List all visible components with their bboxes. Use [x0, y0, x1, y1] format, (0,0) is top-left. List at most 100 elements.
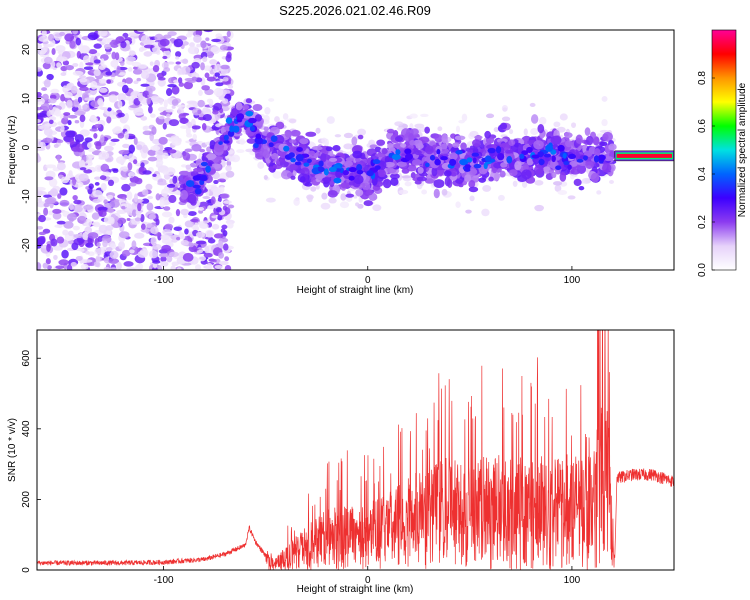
heatmap-cell [48, 33, 55, 42]
heatmap-cell [221, 224, 228, 230]
heatmap-cell [122, 154, 129, 160]
heatmap-cell [363, 200, 373, 207]
heatmap-cell [187, 79, 196, 84]
heatmap-cell [212, 110, 219, 115]
heatmap-cell [112, 111, 118, 115]
heatmap-cell [148, 87, 153, 97]
heatmap-cell [119, 60, 125, 67]
heatmap-cell [86, 142, 93, 149]
heatmap-cell [441, 188, 448, 196]
heatmap-cell [484, 155, 492, 163]
heatmap-cell [343, 143, 354, 150]
heatmap-cell [499, 170, 506, 178]
heatmap-cell [436, 148, 441, 155]
heatmap-cell [409, 113, 418, 119]
heatmap-cell [85, 242, 94, 248]
heatmap-cell [98, 78, 107, 84]
heatmap-cell [118, 241, 126, 250]
heatmap-cell [135, 264, 142, 270]
heatmap-cell [73, 238, 84, 246]
heatmap-cell [90, 80, 98, 90]
heatmap-cell [414, 150, 422, 156]
heatmap-cell [519, 153, 525, 160]
y-tick-label: 0 [21, 144, 32, 150]
heatmap-cell [466, 157, 473, 163]
heatmap-cell [506, 155, 513, 164]
heatmap-cell [106, 79, 111, 84]
heatmap-cell [534, 204, 544, 212]
heatmap-cell [365, 189, 374, 196]
heatmap-cell [398, 189, 409, 195]
heatmap-cell [272, 164, 283, 170]
heatmap-cell [158, 136, 168, 145]
heatmap-cell [351, 136, 358, 146]
heatmap-cell [60, 94, 66, 102]
heatmap-cell [46, 243, 51, 252]
heatmap-cell [543, 153, 551, 158]
heatmap-cell [142, 130, 153, 136]
heatmap-cell [455, 201, 461, 209]
heatmap-cell [195, 240, 207, 245]
heatmap-cell [155, 150, 164, 156]
heatmap-cell [315, 127, 321, 134]
heatmap-cell [247, 117, 257, 124]
heatmap-cell [530, 127, 539, 136]
heatmap-cell [202, 56, 208, 63]
heatmap-cell [100, 58, 105, 67]
heatmap-cell [112, 168, 119, 173]
heatmap-cell [87, 32, 99, 41]
heatmap-cell [73, 204, 83, 213]
heatmap-cell [384, 161, 395, 168]
heatmap-cell [103, 145, 114, 152]
heatmap-cell [440, 156, 448, 161]
snr-panel: -100 0 100 0 200 400 600 Height of straight l… [7, 329, 675, 595]
heatmap-cell [213, 142, 225, 153]
heatmap-cell [459, 158, 469, 166]
heatmap-cell [140, 70, 150, 80]
heatmap-cell [84, 97, 95, 101]
heatmap-cell [205, 37, 210, 42]
heatmap-cell [64, 33, 75, 42]
heatmap-cell [225, 165, 232, 172]
heatmap-cell [212, 188, 222, 196]
heatmap-cell [220, 228, 226, 233]
heatmap-cell [121, 84, 129, 94]
heatmap-cell [131, 240, 137, 250]
heatmap-cell [46, 73, 54, 81]
heatmap-cell [117, 209, 124, 214]
heatmap-cell [140, 116, 148, 121]
colorbar-tick-label: 0.0 [697, 263, 708, 277]
heatmap-cell [551, 155, 556, 163]
heatmap-cell [414, 123, 425, 129]
heatmap-cell [374, 152, 386, 158]
heatmap-cell [185, 180, 195, 187]
heatmap-cell [192, 184, 201, 189]
heatmap-cell [107, 179, 115, 187]
heatmap-cell [196, 43, 201, 48]
heatmap-cell [105, 51, 112, 55]
heatmap-cell [125, 96, 132, 101]
heatmap-cell [264, 107, 271, 115]
heatmap-cell [187, 211, 197, 217]
heatmap-cell [57, 56, 68, 62]
y-tick-label: 0 [21, 567, 32, 573]
heatmap-cell [533, 165, 544, 175]
heatmap-cell [210, 46, 221, 54]
heatmap-cell [408, 133, 415, 142]
heatmap-cell [111, 51, 117, 60]
heatmap-cell [159, 111, 169, 116]
heatmap-cell [187, 193, 197, 204]
heatmap-cell [73, 98, 80, 108]
heatmap-cell [135, 112, 144, 116]
heatmap-cell [576, 158, 584, 163]
heatmap-cell [167, 83, 177, 88]
heatmap-cell [168, 216, 175, 224]
heatmap-cell [74, 119, 80, 124]
heatmap-cell [255, 133, 262, 140]
heatmap-cell [204, 72, 210, 79]
heatmap-cell [189, 42, 195, 48]
snr-y-label: SNR (10 * v/v) [7, 418, 18, 482]
heatmap-cell [557, 190, 568, 195]
heatmap-cell [602, 133, 609, 141]
snr-series-line [37, 330, 674, 570]
